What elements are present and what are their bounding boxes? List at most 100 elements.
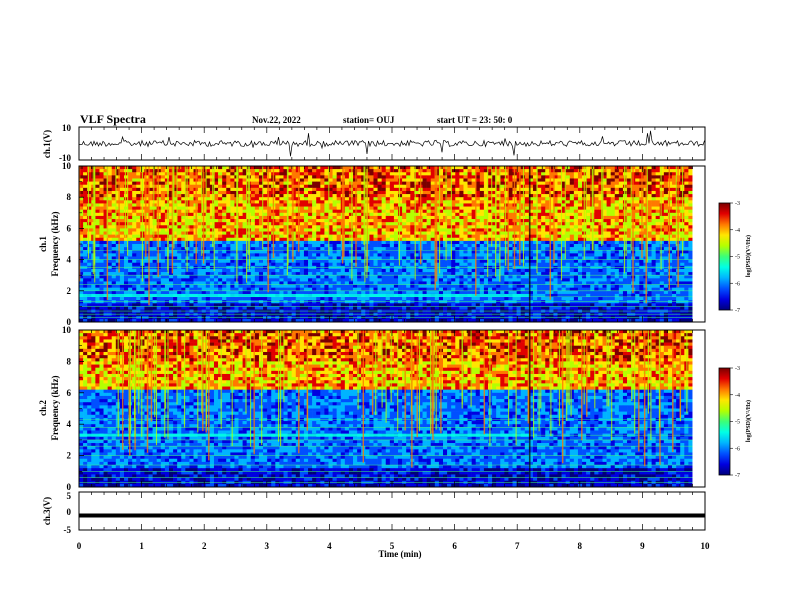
ch1-waveform-ticks	[78, 127, 706, 160]
spectrogram-cell	[156, 181, 162, 186]
spectrogram-cell	[336, 175, 342, 179]
spectrogram-cell	[295, 166, 301, 170]
spectrogram-cell	[308, 237, 313, 242]
spectrogram-cell	[353, 206, 358, 210]
spectrogram-cell	[422, 234, 427, 239]
spectrogram-cell	[128, 240, 133, 245]
spectrogram-cell	[344, 166, 350, 170]
spectrogram-cell	[205, 215, 211, 220]
spectrogram-cell	[173, 212, 178, 217]
spectrogram-cell	[414, 262, 419, 267]
spectrogram-cell	[238, 203, 243, 207]
spectrogram-cell	[320, 237, 325, 242]
spectrogram-cell	[651, 222, 656, 226]
spectrogram-cell	[279, 262, 284, 267]
spectrogram-cell	[569, 247, 575, 251]
spectrogram-cell	[344, 247, 350, 251]
spectrogram-cell	[663, 175, 669, 179]
spectrogram-cell	[173, 166, 178, 170]
spectrogram-cell	[324, 231, 329, 235]
spectrogram-cell	[500, 244, 505, 248]
spectrogram-cell	[475, 166, 481, 170]
spectrogram-cell	[218, 209, 223, 214]
spectrogram-cell	[361, 175, 366, 179]
spectrogram-cell	[119, 259, 125, 264]
spectrogram-cell	[336, 187, 342, 192]
spectrogram-cell	[393, 166, 399, 170]
spectrogram-cell	[524, 215, 530, 220]
spectrogram-cell	[430, 203, 436, 207]
spectrogram-cell	[602, 247, 607, 251]
spectrogram-cell	[222, 244, 227, 248]
spectrogram-cell	[398, 256, 403, 260]
spectrogram-cell	[303, 219, 309, 223]
spectrogram-cell	[475, 197, 481, 201]
spectrogram-cell	[177, 206, 182, 210]
spectrogram-cell	[181, 237, 186, 242]
spectrogram-cell	[254, 259, 260, 264]
spectrogram-cell	[295, 175, 301, 179]
spectrogram-cell	[377, 215, 382, 220]
spectrogram-cell	[483, 181, 489, 186]
spectrogram-cell	[479, 240, 485, 245]
spectrogram-cell	[250, 219, 256, 223]
spectrogram-cell	[385, 247, 391, 251]
spectrogram-cell	[168, 209, 174, 214]
spectrogram-cell	[316, 225, 321, 229]
spectrogram-cell	[226, 175, 231, 179]
spectrogram-cell	[328, 206, 333, 210]
spectrogram-cell	[254, 240, 260, 245]
spectrogram-cell	[156, 209, 162, 214]
spectrogram-cell	[111, 215, 117, 220]
spectrogram-cell	[528, 247, 534, 251]
spectrogram-cell	[520, 172, 526, 176]
spectrogram-cell	[132, 187, 137, 192]
spectrogram-cell	[328, 194, 333, 198]
spectrogram-cell	[222, 212, 227, 217]
spectrogram-cell	[136, 212, 141, 217]
spectrogram-cell	[402, 194, 407, 198]
spectrogram-cell	[635, 231, 640, 235]
spectrogram-cell	[659, 206, 665, 210]
spectrogram-cell	[537, 256, 542, 260]
spectrogram-cell	[283, 259, 288, 264]
spectrogram-cell	[406, 215, 411, 220]
spectrogram-cell	[500, 222, 505, 226]
spectrogram-cell	[389, 209, 395, 214]
spectrogram-cell	[119, 194, 125, 198]
spectrogram-cell	[483, 172, 489, 176]
spectrogram-cell	[283, 209, 288, 214]
spectrogram-cell	[168, 175, 174, 179]
spectrogram-cell	[357, 253, 362, 257]
spectrogram-cell	[410, 237, 415, 242]
spectrogram-cell	[115, 206, 121, 210]
spectrogram-cell	[684, 219, 689, 223]
spectrogram-cell	[688, 244, 693, 248]
spectrogram-cell	[242, 184, 247, 189]
spectrogram-cell	[459, 197, 464, 201]
spectrogram-cell	[565, 222, 571, 226]
spectrogram-cell	[577, 175, 583, 179]
spectrogram-cell	[655, 222, 661, 226]
spectrogram-cell	[537, 197, 542, 201]
spectrogram-cell	[103, 259, 108, 264]
spectrogram-cell	[336, 194, 342, 198]
spectrogram-cell	[275, 219, 280, 223]
spectrogram-cell	[402, 178, 407, 182]
spectrogram-cell	[561, 219, 566, 223]
spectrogram-cell	[373, 197, 378, 201]
spectrogram-cell	[667, 194, 673, 198]
spectrogram-cell	[111, 172, 117, 176]
spectrogram-cell	[83, 194, 88, 198]
spectrogram-cell	[189, 228, 194, 232]
spectrogram-cell	[156, 197, 162, 201]
spectrogram-cell	[532, 200, 538, 204]
spectrogram-cell	[316, 172, 321, 176]
spectrogram-cell	[659, 215, 665, 220]
spectrogram-cell	[410, 225, 415, 229]
spectrogram-cell	[422, 222, 427, 226]
spectrogram-cell	[430, 184, 436, 189]
spectrogram-cell	[541, 237, 546, 242]
spectrogram-cell	[119, 166, 125, 170]
spectrogram-cell	[443, 190, 448, 195]
